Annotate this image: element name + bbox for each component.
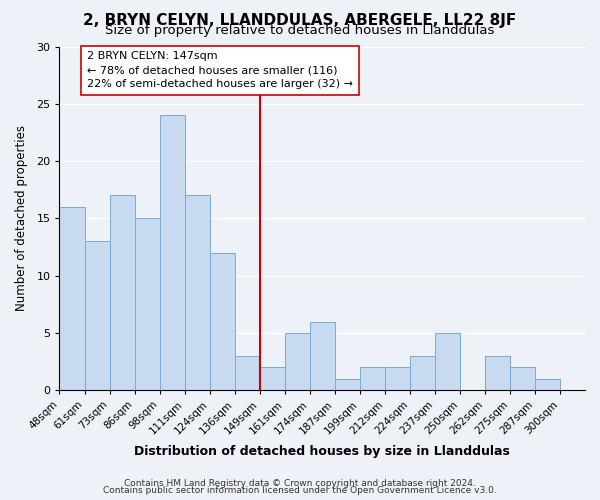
Bar: [209, 253, 235, 390]
Y-axis label: Number of detached properties: Number of detached properties: [15, 126, 28, 312]
Bar: [85, 242, 110, 390]
Bar: [110, 196, 134, 390]
Bar: [360, 368, 385, 390]
Bar: [435, 333, 460, 390]
Bar: [385, 368, 410, 390]
Bar: [510, 368, 535, 390]
Bar: [185, 196, 209, 390]
Bar: [285, 333, 310, 390]
Bar: [410, 356, 435, 390]
Text: Size of property relative to detached houses in Llanddulas: Size of property relative to detached ho…: [106, 24, 494, 37]
Bar: [310, 322, 335, 390]
Bar: [134, 218, 160, 390]
Bar: [235, 356, 260, 390]
Text: Contains HM Land Registry data © Crown copyright and database right 2024.: Contains HM Land Registry data © Crown c…: [124, 478, 476, 488]
Bar: [485, 356, 510, 390]
Bar: [335, 379, 360, 390]
Bar: [160, 116, 185, 390]
Text: 2, BRYN CELYN, LLANDDULAS, ABERGELE, LL22 8JF: 2, BRYN CELYN, LLANDDULAS, ABERGELE, LL2…: [83, 12, 517, 28]
Bar: [535, 379, 560, 390]
Bar: [59, 207, 85, 390]
X-axis label: Distribution of detached houses by size in Llanddulas: Distribution of detached houses by size …: [134, 444, 510, 458]
Text: 2 BRYN CELYN: 147sqm
← 78% of detached houses are smaller (116)
22% of semi-deta: 2 BRYN CELYN: 147sqm ← 78% of detached h…: [87, 51, 353, 89]
Bar: [260, 368, 285, 390]
Text: Contains public sector information licensed under the Open Government Licence v3: Contains public sector information licen…: [103, 486, 497, 495]
